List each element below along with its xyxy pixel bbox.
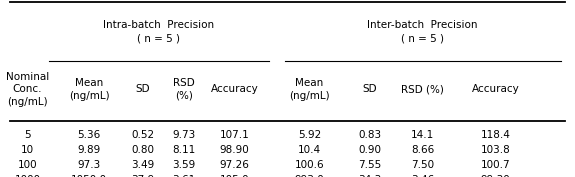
Text: 100: 100: [18, 160, 37, 170]
Text: RSD (%): RSD (%): [401, 84, 444, 94]
Text: 0.52: 0.52: [131, 130, 154, 140]
Text: Intra-batch  Precision
( n = 5 ): Intra-batch Precision ( n = 5 ): [104, 20, 214, 44]
Text: 97.3: 97.3: [78, 160, 101, 170]
Text: 34.3: 34.3: [358, 175, 381, 177]
Text: 10: 10: [21, 145, 34, 155]
Text: 0.90: 0.90: [358, 145, 381, 155]
Text: 3.49: 3.49: [131, 160, 154, 170]
Text: Accuracy: Accuracy: [210, 84, 259, 94]
Text: SD: SD: [362, 84, 377, 94]
Text: 3.59: 3.59: [172, 160, 196, 170]
Text: 0.80: 0.80: [131, 145, 154, 155]
Text: 3.61: 3.61: [172, 175, 196, 177]
Text: 8.66: 8.66: [411, 145, 434, 155]
Text: 5.36: 5.36: [78, 130, 101, 140]
Text: Accuracy: Accuracy: [472, 84, 520, 94]
Text: 100.6: 100.6: [294, 160, 324, 170]
Text: 118.4: 118.4: [481, 130, 511, 140]
Text: 7.55: 7.55: [358, 160, 381, 170]
Text: 105.0: 105.0: [220, 175, 250, 177]
Text: 8.11: 8.11: [172, 145, 196, 155]
Text: 9.73: 9.73: [172, 130, 196, 140]
Text: 5: 5: [24, 130, 31, 140]
Text: 103.8: 103.8: [481, 145, 511, 155]
Text: SD: SD: [135, 84, 150, 94]
Text: 9.89: 9.89: [78, 145, 101, 155]
Text: 993.0: 993.0: [294, 175, 324, 177]
Text: Nominal
Conc.
(ng/mL): Nominal Conc. (ng/mL): [6, 72, 49, 107]
Text: 7.50: 7.50: [411, 160, 434, 170]
Text: 1000: 1000: [14, 175, 41, 177]
Text: 107.1: 107.1: [220, 130, 250, 140]
Text: 37.9: 37.9: [131, 175, 154, 177]
Text: 98.90: 98.90: [220, 145, 250, 155]
Text: RSD
(%): RSD (%): [173, 78, 195, 101]
Text: 0.83: 0.83: [358, 130, 381, 140]
Text: Mean
(ng/mL): Mean (ng/mL): [289, 78, 329, 101]
Text: 5.92: 5.92: [298, 130, 321, 140]
Text: 1050.0: 1050.0: [71, 175, 107, 177]
Text: 99.30: 99.30: [481, 175, 511, 177]
Text: Inter-batch  Precision
( n = 5 ): Inter-batch Precision ( n = 5 ): [367, 20, 478, 44]
Text: 14.1: 14.1: [411, 130, 434, 140]
Text: 100.7: 100.7: [481, 160, 511, 170]
Text: 3.46: 3.46: [411, 175, 434, 177]
Text: Mean
(ng/mL): Mean (ng/mL): [69, 78, 109, 101]
Text: 97.26: 97.26: [220, 160, 250, 170]
Text: 10.4: 10.4: [298, 145, 321, 155]
